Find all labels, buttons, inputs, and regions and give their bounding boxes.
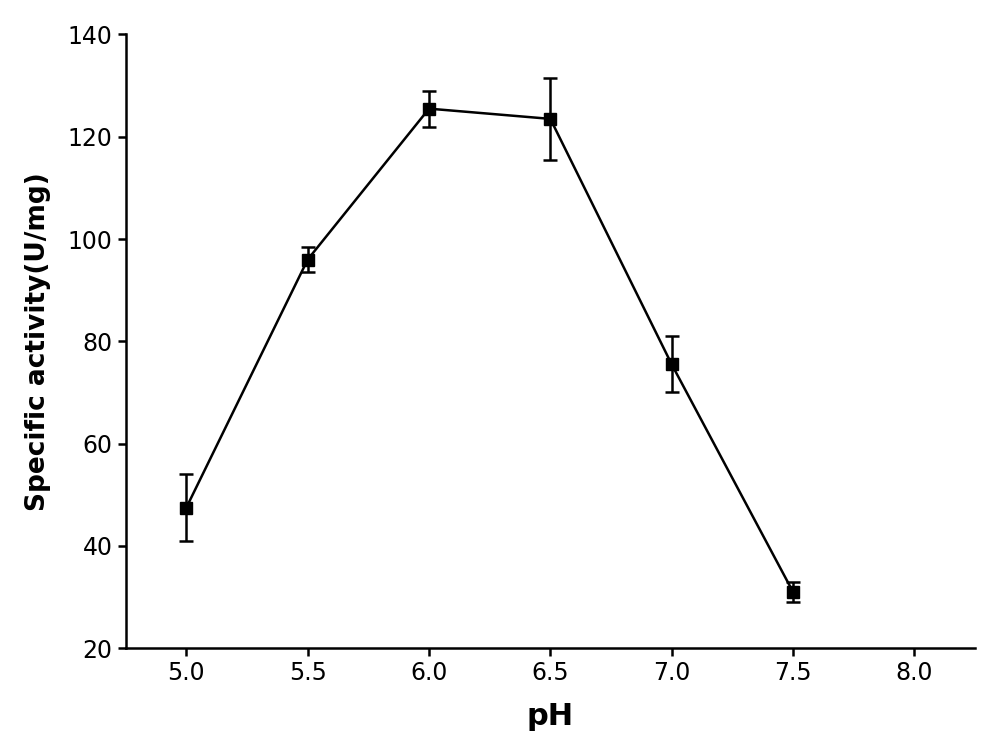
X-axis label: pH: pH	[527, 702, 574, 731]
Y-axis label: Specific activity(U/mg): Specific activity(U/mg)	[25, 172, 51, 511]
